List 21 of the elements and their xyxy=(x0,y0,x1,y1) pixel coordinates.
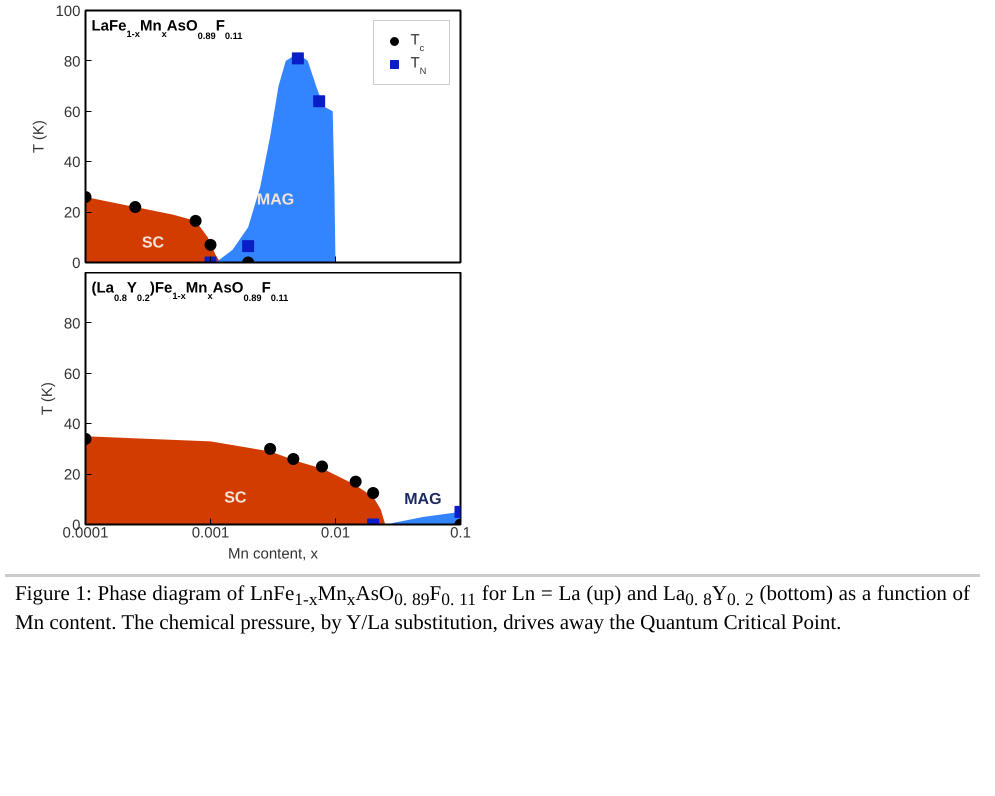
x-tick-label: 0.1 xyxy=(450,524,471,542)
y-tick-label: 100 xyxy=(55,3,81,20)
annotation: MAG xyxy=(256,191,294,208)
y-tick-label: 0 xyxy=(72,255,80,272)
x-tick-label: 0.001 xyxy=(192,524,230,542)
y-tick-label: 20 xyxy=(64,466,81,484)
y-tick-label: 60 xyxy=(64,104,81,121)
y-axis-title: T (K) xyxy=(30,120,48,154)
y-tick-label: 60 xyxy=(64,366,81,383)
x-axis-title: Mn content, x xyxy=(228,546,319,562)
y-axis-title: T (K) xyxy=(38,382,56,416)
text: Figure 1: Phase diagram of LnFe$_{1-x}$Mn$_{x}$AsO$_{0. 89}$F$_{0. 11}$ for Ln = La (up) and La$_{0. 8}$Y$_{0. 2}$ (bottom) as a function of Mn content. The chemical pressure, by Y/La substitution, drives away the Quantum Critical Point. xyxy=(15,581,970,634)
y-tick-label: 80 xyxy=(64,315,81,332)
y-tick-label: 40 xyxy=(64,154,81,172)
y-tick-label: 20 xyxy=(64,204,81,222)
y-tick-label: 40 xyxy=(64,416,81,434)
y-tick-label: 80 xyxy=(64,53,81,70)
annotation: SC xyxy=(142,234,165,252)
annotation: MAG xyxy=(404,490,442,508)
annotation: SC xyxy=(224,490,247,507)
x-tick-label: 0.01 xyxy=(320,524,350,542)
